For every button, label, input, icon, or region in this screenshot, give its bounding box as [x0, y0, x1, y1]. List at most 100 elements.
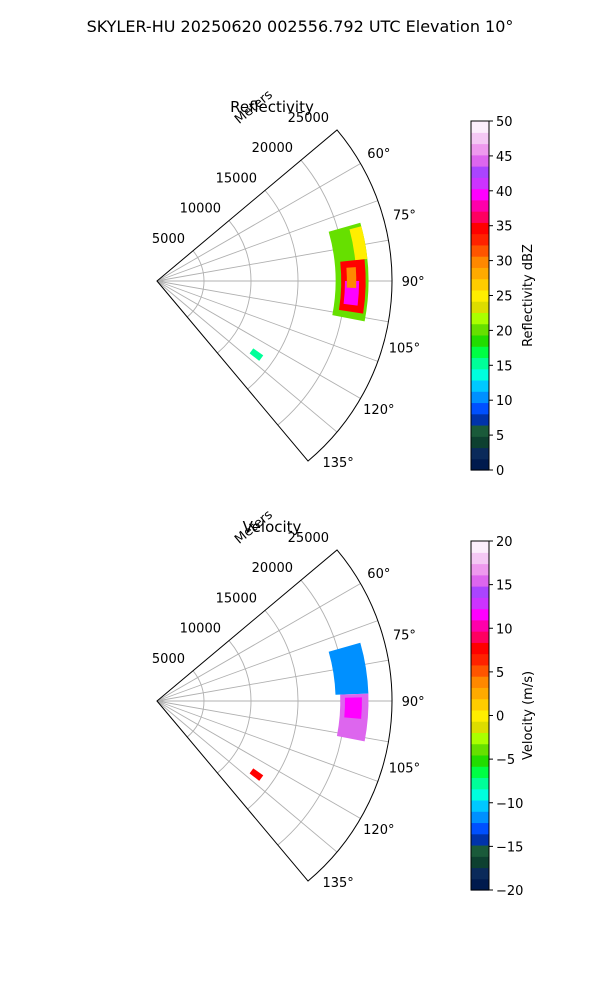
- colorbar-tick-label: 30: [496, 255, 513, 270]
- colorbar-swatch: [471, 222, 489, 235]
- sector-outline: [156, 129, 393, 462]
- colorbar-tick-label: 20: [496, 535, 513, 550]
- azimuth-gridline: [156, 163, 361, 282]
- radial-tick-label: 20000: [252, 561, 293, 576]
- colorbar-swatch: [471, 379, 489, 392]
- colorbar-swatch: [471, 188, 489, 201]
- azimuth-gridline: [156, 583, 361, 702]
- range-ring: [247, 610, 299, 810]
- colorbar-swatch: [471, 143, 489, 156]
- colorbar-tick-label: −20: [496, 884, 523, 899]
- azimuth-tick-label: 60°: [367, 147, 390, 162]
- radial-tick-label: 10000: [180, 202, 221, 217]
- colorbar-swatch: [471, 301, 489, 313]
- colorbar-swatch: [471, 687, 489, 700]
- colorbar-swatch: [471, 289, 489, 302]
- colorbar-swatch: [471, 631, 489, 643]
- colorbar-swatch: [471, 278, 489, 291]
- azimuth-tick-label: 90°: [402, 695, 425, 710]
- colorbar-swatch: [471, 676, 489, 688]
- colorbar-swatch: [471, 154, 489, 167]
- radial-tick-label: 10000: [180, 622, 221, 637]
- colorbar-swatch: [471, 391, 489, 404]
- colorbar-swatch: [471, 642, 489, 655]
- colorbar-swatch: [471, 447, 489, 460]
- azimuth-tick-label: 105°: [389, 341, 420, 356]
- colorbar-swatch: [471, 811, 489, 824]
- azimuth-gridline: [156, 280, 378, 362]
- colorbar-swatch: [471, 833, 489, 846]
- azimuth-gridline: [156, 700, 378, 782]
- colorbar-swatch: [471, 664, 489, 677]
- colorbar-tick-label: 40: [496, 185, 513, 200]
- radial-tick-label: 15000: [216, 591, 257, 606]
- panel-title: Velocity: [243, 518, 302, 536]
- colorbar-swatch: [471, 166, 489, 178]
- sector-outline: [156, 549, 393, 882]
- colorbar-swatch: [471, 458, 489, 471]
- colorbar-swatch: [471, 233, 489, 246]
- colorbar-swatch: [471, 709, 489, 722]
- colorbar-swatch: [471, 312, 489, 325]
- colorbar-swatch: [471, 574, 489, 587]
- colorbar-swatch: [471, 698, 489, 711]
- range-ring: [247, 190, 299, 390]
- colorbar-tick-label: −15: [496, 840, 523, 855]
- echo-cell: [249, 768, 264, 781]
- colorbar-tick-label: 50: [496, 115, 513, 130]
- colorbar-swatch: [471, 766, 489, 779]
- radar-panel-1: Reflectivity500010000150002000025000Mete…: [152, 87, 536, 479]
- colorbar-swatch: [471, 244, 489, 257]
- colorbar-tick-label: 20: [496, 324, 513, 339]
- colorbar-tick-label: 5: [496, 429, 504, 444]
- colorbar-swatch: [471, 413, 489, 426]
- figure-suptitle: SKYLER-HU 20250620 002556.792 UTC Elevat…: [87, 17, 514, 36]
- colorbar-swatch: [471, 199, 489, 212]
- radar-panel-2: Velocity500010000150002000025000Meters60…: [152, 507, 536, 899]
- colorbar-swatch: [471, 754, 489, 767]
- azimuth-tick-label: 120°: [363, 403, 394, 418]
- azimuth-gridline: [156, 700, 338, 853]
- colorbar-swatch: [471, 586, 489, 598]
- radial-tick-label: 15000: [216, 171, 257, 186]
- colorbar-swatch: [471, 788, 489, 801]
- azimuth-tick-label: 75°: [393, 209, 416, 224]
- azimuth-tick-label: 75°: [393, 629, 416, 644]
- colorbar-swatch: [471, 878, 489, 891]
- colorbar-swatch: [471, 743, 489, 756]
- colorbar-tick-label: 10: [496, 622, 513, 637]
- echo-cell: [349, 226, 368, 261]
- azimuth-gridline: [156, 280, 361, 399]
- colorbar-swatch: [471, 552, 489, 565]
- colorbar-swatch: [471, 799, 489, 812]
- colorbar-swatch: [471, 563, 489, 576]
- colorbar-tick-label: 0: [496, 710, 504, 725]
- colorbar-tick-label: 0: [496, 464, 504, 479]
- colorbar-label: Velocity (m/s): [521, 671, 536, 760]
- colorbar-swatch: [471, 777, 489, 790]
- azimuth-tick-label: 135°: [322, 456, 353, 471]
- colorbar-swatch: [471, 346, 489, 359]
- colorbar-swatch: [471, 721, 489, 733]
- colorbar-tick-label: 10: [496, 394, 513, 409]
- colorbar-swatch: [471, 597, 489, 610]
- colorbar-swatch: [471, 256, 489, 268]
- azimuth-tick-label: 90°: [402, 275, 425, 290]
- colorbar-tick-label: −5: [496, 753, 515, 768]
- echo-cell: [344, 697, 362, 719]
- radial-tick-label: 5000: [152, 652, 185, 667]
- colorbar-tick-label: 5: [496, 666, 504, 681]
- azimuth-gridline: [156, 700, 361, 819]
- panel-title: Reflectivity: [230, 98, 314, 116]
- range-ring: [217, 220, 252, 354]
- colorbar-swatch: [471, 357, 489, 370]
- colorbar-swatch: [471, 323, 489, 336]
- azimuth-gridline: [156, 620, 378, 702]
- azimuth-tick-label: 105°: [389, 761, 420, 776]
- azimuth-tick-label: 120°: [363, 823, 394, 838]
- colorbar-swatch: [471, 211, 489, 223]
- echo-cell: [249, 348, 264, 361]
- colorbar-swatch: [471, 267, 489, 280]
- radial-tick-label: 25000: [288, 531, 329, 546]
